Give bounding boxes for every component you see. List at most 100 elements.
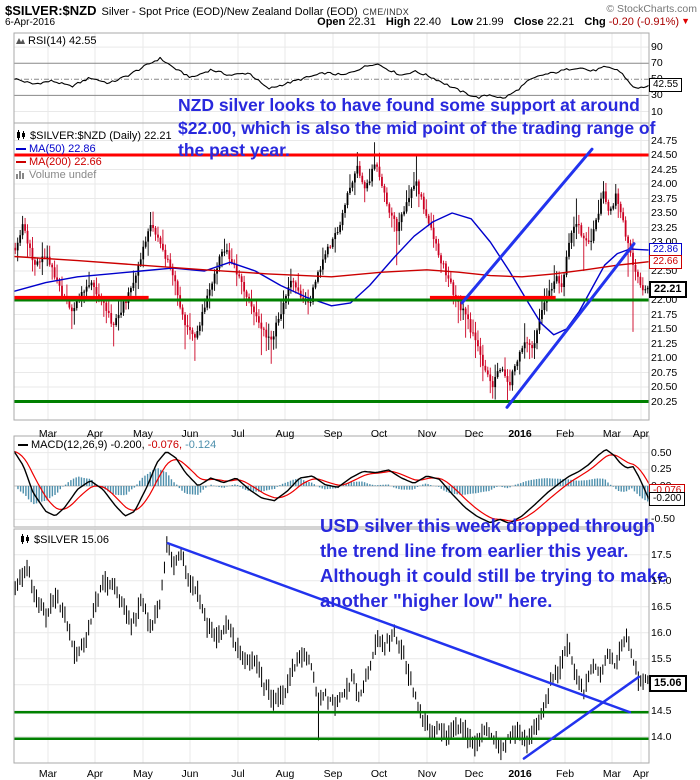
annotation-line: the past year. [178,140,290,160]
chg-direction-icon[interactable]: ▼ [681,16,690,26]
x-tick-month: Feb [555,428,575,440]
volume-bars-icon [16,170,26,182]
x-tick-month: Feb [555,768,575,780]
x-tick-month: Aug [275,768,295,780]
y-tick-silver: 16.5 [651,600,672,613]
macd-legend: MACD(12,26,9) -0.200, -0.076, -0.124 [18,439,216,452]
ma200-legend-label: MA(200) 22.66 [29,156,102,168]
x-tick-month: Dec [464,428,484,440]
x-tick-month: Mar [38,768,58,780]
silver-legend: $SILVER 15.06 [20,534,109,547]
chg-label: Chg [584,16,606,28]
value-flag-price: 22.21 [649,280,687,298]
x-tick-month: Apr [632,428,650,440]
ma50-legend-label: MA(50) 22.86 [29,143,96,155]
value-flag-rsi: 42.55 [649,78,683,93]
open-value: 22.31 [348,16,376,28]
candlestick-icon [20,534,31,547]
macd-legend-blue: -0.124 [185,439,217,451]
line-swatch-icon [16,157,26,169]
price-legend-label: $SILVER:$NZD (Daily) 22.21 [30,130,172,142]
x-tick-month: 2016 [508,768,532,780]
y-tick-price: 23.25 [651,221,678,234]
y-tick-price: 21.50 [651,323,678,335]
x-tick-month: Sep [323,428,343,440]
value-flag-price: 22.66 [649,254,683,269]
annotation-note-usd: USD silver this week dropped through the … [320,513,667,613]
low-value: 21.99 [476,16,504,28]
silver-legend-label: $SILVER 15.06 [34,534,110,546]
y-tick-price: 24.25 [651,163,678,176]
y-tick-silver: 15.5 [651,652,672,665]
y-tick-price: 21.00 [651,352,678,364]
x-tick-month: Apr [632,768,650,780]
y-tick-price: 20.75 [651,366,678,379]
x-tick-month: Nov [417,428,437,440]
x-tick-month: Mar [38,428,58,440]
y-tick-price: 20.25 [651,395,678,408]
x-tick-month: Mar [602,428,622,440]
x-tick-month: Jul [231,428,245,440]
x-tick-month: Jun [181,768,199,780]
annotation-line: $22.00, which is also the mid point of t… [178,117,656,138]
x-tick-month: Aug [275,428,295,440]
annotation-line: NZD silver looks to have found some supp… [178,95,640,115]
x-tick-month: Dec [464,768,484,780]
ma50-legend: MA(50) 22.86 [16,143,96,156]
close-label: Close [513,16,544,28]
chart-header: $SILVER:$NZD Silver - Spot Price (EOD)/Ne… [5,2,697,18]
x-tick-month: Jun [181,428,199,440]
line-swatch-icon [18,440,28,452]
chg-value: -0.20 (-0.91%) [608,16,680,28]
low-label: Low [451,16,474,28]
annotation-line: USD silver this week dropped through [320,515,656,536]
quote-date: 6-Apr-2016 [5,17,56,28]
annotation-line: Although it could still be trying to mak… [320,565,668,586]
y-tick-price: 23.00 [651,236,678,248]
x-tick-month: Oct [370,768,388,780]
y-tick-price: 20.50 [651,381,678,393]
y-tick-price: 22.50 [651,265,678,277]
exchange-label: CME/INDX [362,7,410,17]
x-tick-month: Apr [86,428,104,440]
annotation-line: the trend line from earlier this year. [320,540,629,561]
x-tick-month: 2016 [508,428,532,440]
volume-legend-label: Volume undef [29,169,97,181]
ma200-legend: MA(200) 22.66 [16,156,102,169]
volume-legend: Volume undef [16,169,96,182]
price-legend: $SILVER:$NZD (Daily) 22.21 [16,130,172,143]
rsi-legend-label: RSI(14) 42.55 [28,35,97,47]
value-flag-macd: -0.200 [649,492,686,507]
line-swatch-icon [16,144,26,156]
high-label: High [385,16,411,28]
y-tick-rsi: 90 [651,41,663,54]
macd-legend-black: MACD(12,26,9) -0.200, [31,439,145,451]
indicator-icon [16,36,25,48]
y-tick-price: 24.50 [651,149,678,161]
y-tick-macd: 0.50 [651,446,672,459]
y-tick-rsi: 30 [651,89,663,102]
y-tick-silver: 17.5 [651,548,672,561]
y-tick-silver: 14.5 [651,704,672,717]
candlestick-icon [16,130,27,143]
y-tick-price: 23.50 [651,207,678,219]
x-tick-month: May [133,428,153,440]
x-tick-month: Apr [86,768,104,780]
y-tick-silver: 14.0 [651,730,672,743]
y-tick-rsi: 10 [651,105,663,118]
x-tick-month: Sep [323,768,343,780]
y-tick-price: 23.75 [651,192,678,205]
y-tick-price: 22.00 [651,294,678,306]
y-tick-price: 24.75 [651,134,678,147]
macd-legend-red: -0.076, [147,439,183,451]
ticker-symbol: $SILVER:$NZD [5,3,97,18]
annotation-note-nzd: NZD silver looks to have found some supp… [178,94,655,162]
value-flag-silver: 15.06 [649,674,687,692]
quote-strip: Open 22.31 High 22.40 Low 21.99 Close 22… [310,16,690,28]
y-tick-rsi: 70 [651,57,663,70]
x-tick-month: Nov [417,768,437,780]
x-tick-month: Jul [231,768,245,780]
y-tick-price: 24.00 [651,178,678,190]
y-tick-price: 21.25 [651,337,678,350]
